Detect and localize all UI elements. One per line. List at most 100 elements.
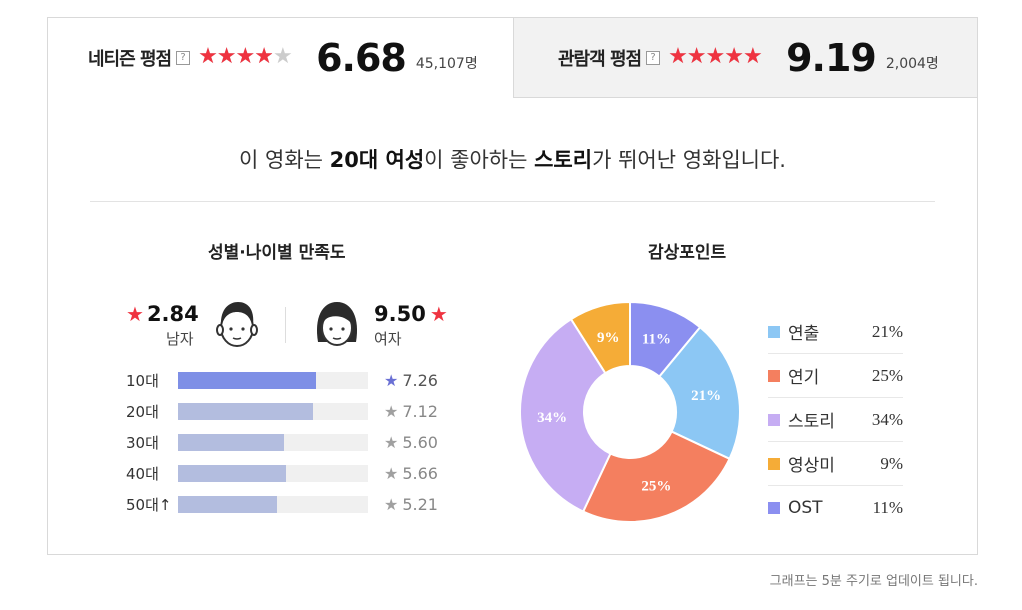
legend-swatch <box>768 502 780 514</box>
legend-value: 34% <box>871 409 903 429</box>
viewing-points-donut-chart: 11% 21% 25% 34% 9% <box>519 300 741 523</box>
legend-label: 연출 <box>788 324 820 344</box>
audience-stars: ★★★★★ ★★★★★ <box>668 43 778 70</box>
legend-item: 연출 21% <box>768 310 903 354</box>
netizen-count: 45,107명 <box>415 56 478 72</box>
donut-slice-연출 <box>657 325 741 461</box>
star-icon: ★ <box>384 370 399 390</box>
female-score: 9.50 <box>374 302 426 326</box>
star-icon: ★ <box>384 494 399 514</box>
female-face-icon <box>316 302 358 346</box>
male-face-icon <box>216 302 258 347</box>
donut-slice-스토리 <box>519 317 612 513</box>
summary-mid: 이 좋아하는 <box>424 148 535 172</box>
donut-label: 9% <box>597 330 620 346</box>
legend-label: OST <box>788 498 823 518</box>
rating-panel: 네티즌 평점 ? ★★★★★ ★★★★★ 6.68 45,107명 관람객 평점… <box>47 17 978 555</box>
summary-point: 스토리 <box>534 148 593 172</box>
donut-label: 11% <box>642 332 671 348</box>
age-bar-track <box>178 402 368 420</box>
age-bar-fill <box>178 371 316 389</box>
help-icon[interactable]: ? <box>176 51 191 65</box>
help-icon[interactable]: ? <box>646 50 661 65</box>
donut-slice-연기 <box>581 430 731 523</box>
audience-score: 9.19 <box>786 35 877 80</box>
legend-label: 영상미 <box>788 456 835 476</box>
age-score: 5.66 <box>402 463 438 483</box>
divider <box>90 201 935 202</box>
age-bar-track <box>178 464 368 482</box>
legend-value: 9% <box>880 453 903 473</box>
star-icon: ★ <box>384 432 399 452</box>
rating-tabs: 네티즌 평점 ? ★★★★★ ★★★★★ 6.68 45,107명 관람객 평점… <box>48 18 977 98</box>
tab-netizen-label: 네티즌 평점 <box>88 49 172 70</box>
donut-label: 21% <box>691 388 721 404</box>
age-bar-fill <box>178 464 286 482</box>
tab-audience-label: 관람객 평점 <box>558 48 642 70</box>
age-bar-fill <box>178 402 314 420</box>
netizen-stars: ★★★★★ ★★★★★ <box>198 46 308 70</box>
summary-group: 20대 여성 <box>329 148 425 172</box>
legend-swatch <box>768 457 780 470</box>
male-score: 2.84 <box>146 302 199 326</box>
age-score: 5.60 <box>402 432 438 452</box>
age-label: 10대 <box>126 371 159 390</box>
star-icon: ★ <box>429 302 448 326</box>
tab-netizen-rating[interactable]: 네티즌 평점 ? ★★★★★ ★★★★★ 6.68 45,107명 <box>48 18 513 98</box>
viewing-points-legend: 연출 21% 연기 25% 스토리 34% 영상미 9% OST 11% <box>768 310 903 530</box>
age-bar-track <box>178 495 368 513</box>
star-empty-icons: ★★★★★ <box>198 44 293 69</box>
female-label: 여자 <box>374 330 402 348</box>
viewing-points-title: 감상포인트 <box>648 243 727 263</box>
summary-sentence: 이 영화는 20대 여성이 좋아하는 스토리가 뛰어난 영화입니다. <box>48 144 977 174</box>
star-filled-icons: ★★★★★ <box>198 46 272 68</box>
donut-slice-영상미 <box>569 300 631 375</box>
tab-audience-rating[interactable]: 관람객 평점 ? ★★★★★ ★★★★★ 9.19 2,004명 <box>513 18 977 98</box>
age-bar-track <box>178 433 368 451</box>
age-score: 5.21 <box>402 494 438 514</box>
audience-count: 2,004명 <box>885 55 939 72</box>
legend-swatch <box>768 325 780 338</box>
donut-label: 34% <box>537 410 567 426</box>
legend-value: 25% <box>871 365 903 385</box>
gender-separator <box>285 307 286 343</box>
age-row: 50대↑ ★ 5.21 <box>126 492 438 516</box>
age-row: 30대 ★ 5.60 <box>126 430 438 454</box>
legend-item: 연기 25% <box>768 354 903 398</box>
legend-item: OST 11% <box>768 486 903 530</box>
age-row: 10대 ★ 7.26 <box>126 368 438 392</box>
summary-suffix: 가 뛰어난 영화입니다. <box>592 148 786 172</box>
legend-swatch <box>768 413 780 426</box>
star-empty-icons: ★★★★★ <box>668 43 763 69</box>
update-footnote: 그래프는 5분 주기로 업데이트 됩니다. <box>769 574 978 589</box>
gender-age-title: 성별·나이별 만족도 <box>208 243 346 263</box>
star-icon: ★ <box>384 401 399 421</box>
summary-prefix: 이 영화는 <box>239 148 330 172</box>
star-icon: ★ <box>384 463 399 483</box>
legend-label: 연기 <box>788 368 820 388</box>
star-icon: ★ <box>126 302 144 326</box>
age-label: 40대 <box>126 464 159 483</box>
male-satisfaction: ★ 2.84 남자 <box>126 298 306 358</box>
legend-swatch <box>768 369 780 382</box>
male-label: 남자 <box>166 330 194 348</box>
legend-item: 스토리 34% <box>768 398 903 442</box>
age-label: 50대↑ <box>126 495 172 514</box>
netizen-score: 6.68 <box>316 36 407 80</box>
star-filled-icons: ★★★★★ <box>668 45 763 68</box>
legend-value: 21% <box>871 321 903 341</box>
age-score: 7.26 <box>402 370 438 390</box>
age-bar-track <box>178 371 368 389</box>
legend-label: 스토리 <box>788 412 835 432</box>
age-label: 20대 <box>126 402 159 421</box>
age-row: 20대 ★ 7.12 <box>126 399 438 423</box>
age-row: 40대 ★ 5.66 <box>126 461 438 485</box>
age-bar-fill <box>178 495 277 513</box>
age-bar-fill <box>178 433 285 451</box>
age-label: 30대 <box>126 433 159 452</box>
legend-item: 영상미 9% <box>768 442 903 486</box>
age-score: 7.12 <box>402 401 438 421</box>
legend-value: 11% <box>872 498 903 517</box>
donut-label: 25% <box>641 478 671 494</box>
female-satisfaction: 9.50 ★ 여자 <box>316 298 496 358</box>
